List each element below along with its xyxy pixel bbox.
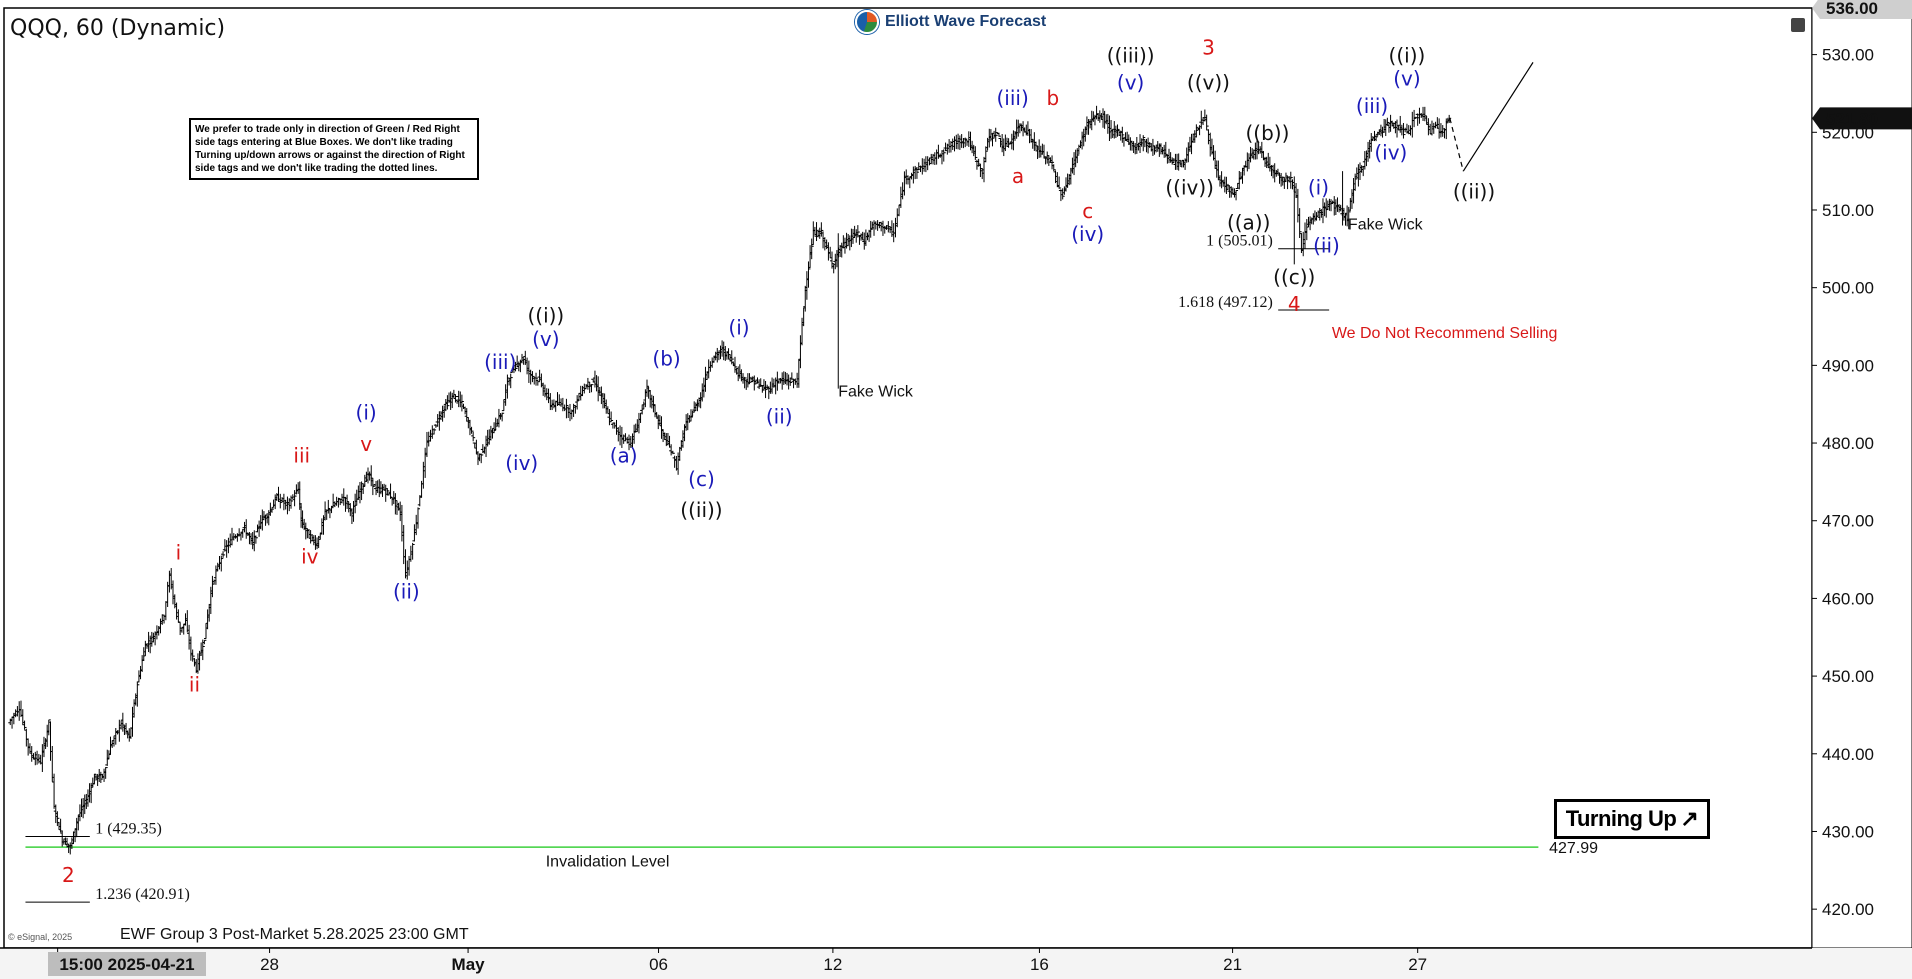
wave-label: ((ii)) xyxy=(1453,179,1495,203)
price-tag-bg xyxy=(1812,0,1912,19)
wave-label: iv xyxy=(301,544,319,568)
wave-label: (iii) xyxy=(484,350,516,374)
chart-annotation: We Do Not Recommend Selling xyxy=(1332,325,1558,342)
brand-logo: Elliott Wave Forecast xyxy=(855,10,1046,34)
wave-label: (ii) xyxy=(393,579,420,603)
fib-level-label: 1.618 (497.12) xyxy=(1178,294,1273,311)
x-tick-label: 06 xyxy=(649,955,668,974)
chart-annotation: Invalidation Level xyxy=(546,853,670,870)
wave-label: ((iv)) xyxy=(1165,175,1214,199)
x-tick-highlight-bg xyxy=(48,952,206,976)
x-tick-current: 15:00 2025-04-21 xyxy=(48,952,206,976)
fib-level-label: 1 (429.35) xyxy=(95,821,162,838)
wave-label: (iv) xyxy=(1374,140,1407,164)
x-axis-panel xyxy=(0,948,1912,979)
wave-label: (v) xyxy=(1393,67,1420,91)
fib-level-label: 1.236 (420.91) xyxy=(95,886,190,903)
chart-annotation: Fake Wick xyxy=(1348,216,1424,233)
y-tick-label: 440.00 xyxy=(1822,745,1874,764)
price-tag-label: 521.80 xyxy=(1826,109,1878,128)
wave-label: ((v)) xyxy=(1187,71,1230,95)
wave-label: iii xyxy=(293,443,310,467)
x-tick-label: 16 xyxy=(1030,955,1049,974)
wave-label: (v) xyxy=(1117,71,1144,95)
y-axis-panel xyxy=(1811,7,1912,949)
wave-label: ((i)) xyxy=(527,304,564,328)
price-tag-label: 536.00 xyxy=(1826,0,1878,18)
turning-up-label: Turning Up xyxy=(1565,806,1677,831)
turning-up-badge: Turning Up ↗ xyxy=(1554,799,1710,839)
logo-icon xyxy=(855,10,879,34)
y-tick-label: 470.00 xyxy=(1822,512,1874,531)
trading-note: We prefer to trade only in direction of … xyxy=(189,118,479,180)
wave-label: b xyxy=(1047,86,1060,110)
wave-label: (b) xyxy=(652,346,680,370)
wave-label: ((a)) xyxy=(1227,210,1270,234)
wave-label: (iii) xyxy=(996,86,1028,110)
y-tick-label: 420.00 xyxy=(1822,900,1874,919)
wave-label: (iii) xyxy=(1356,94,1388,118)
wave-label: (ii) xyxy=(766,405,793,429)
wave-label: (iv) xyxy=(1071,222,1104,246)
wave-label: 3 xyxy=(1202,36,1215,60)
logo-text: Elliott Wave Forecast xyxy=(885,13,1047,30)
wave-label: (a) xyxy=(610,443,638,467)
x-tick-label: 12 xyxy=(823,955,842,974)
y-tick-label: 450.00 xyxy=(1822,667,1874,686)
y-tick-label: 460.00 xyxy=(1822,589,1874,608)
x-tick-label: 15:00 2025-04-21 xyxy=(59,955,194,974)
window-restore-icon[interactable] xyxy=(1791,18,1805,32)
wave-label: (c) xyxy=(688,467,715,491)
ohlc-bars xyxy=(8,105,1452,855)
wave-label: 4 xyxy=(1288,292,1301,316)
footer-caption: EWF Group 3 Post-Market 5.28.2025 23:00 … xyxy=(120,926,469,943)
wave-label: 2 xyxy=(62,863,75,887)
wave-label: a xyxy=(1012,164,1024,188)
price-tag-536.00: 536.00 xyxy=(1812,0,1912,19)
fib-level-label: 1 (505.01) xyxy=(1206,233,1273,250)
y-tick-label: 480.00 xyxy=(1822,434,1874,453)
copyright-text: © eSignal, 2025 xyxy=(8,932,73,942)
wave-label: ((ii)) xyxy=(680,498,722,522)
wave-label: v xyxy=(360,432,372,456)
chart-annotation: Fake Wick xyxy=(838,383,914,400)
x-tick-label: May xyxy=(452,955,486,974)
wave-label: (i) xyxy=(728,315,749,339)
chart-title: QQQ, 60 (Dynamic) xyxy=(10,16,226,41)
wave-label: ((iii)) xyxy=(1107,43,1155,67)
arrow-up-right-icon: ↗ xyxy=(1680,806,1699,831)
wave-label: i xyxy=(176,541,182,565)
wave-label: (ii) xyxy=(1313,234,1340,258)
wave-label: ii xyxy=(189,673,200,697)
wave-label: (i) xyxy=(356,401,377,425)
x-tick-label: 21 xyxy=(1223,955,1242,974)
price-tag-521.80: 521.80 xyxy=(1812,107,1912,130)
wave-label: c xyxy=(1082,199,1093,223)
projection-solid xyxy=(1462,62,1534,172)
y-tick-label: 500.00 xyxy=(1822,279,1874,298)
wave-label: ((c)) xyxy=(1273,265,1315,289)
y-tick-label: 430.00 xyxy=(1822,822,1874,841)
wave-label: (v) xyxy=(532,327,559,351)
y-tick-label: 510.00 xyxy=(1822,201,1874,220)
projection-dashed xyxy=(1449,118,1464,172)
y-tick-label: 490.00 xyxy=(1822,356,1874,375)
wave-label: (i) xyxy=(1308,175,1329,199)
x-tick-label: 28 xyxy=(260,955,279,974)
wave-label: (iv) xyxy=(505,451,538,475)
invalidation-value: 427.99 xyxy=(1549,840,1598,857)
x-tick-label: 27 xyxy=(1408,955,1427,974)
wave-label: ((i)) xyxy=(1389,43,1426,67)
price-tag-bg xyxy=(1812,107,1912,130)
y-tick-label: 530.00 xyxy=(1822,46,1874,65)
wave-label: ((b)) xyxy=(1246,121,1290,145)
